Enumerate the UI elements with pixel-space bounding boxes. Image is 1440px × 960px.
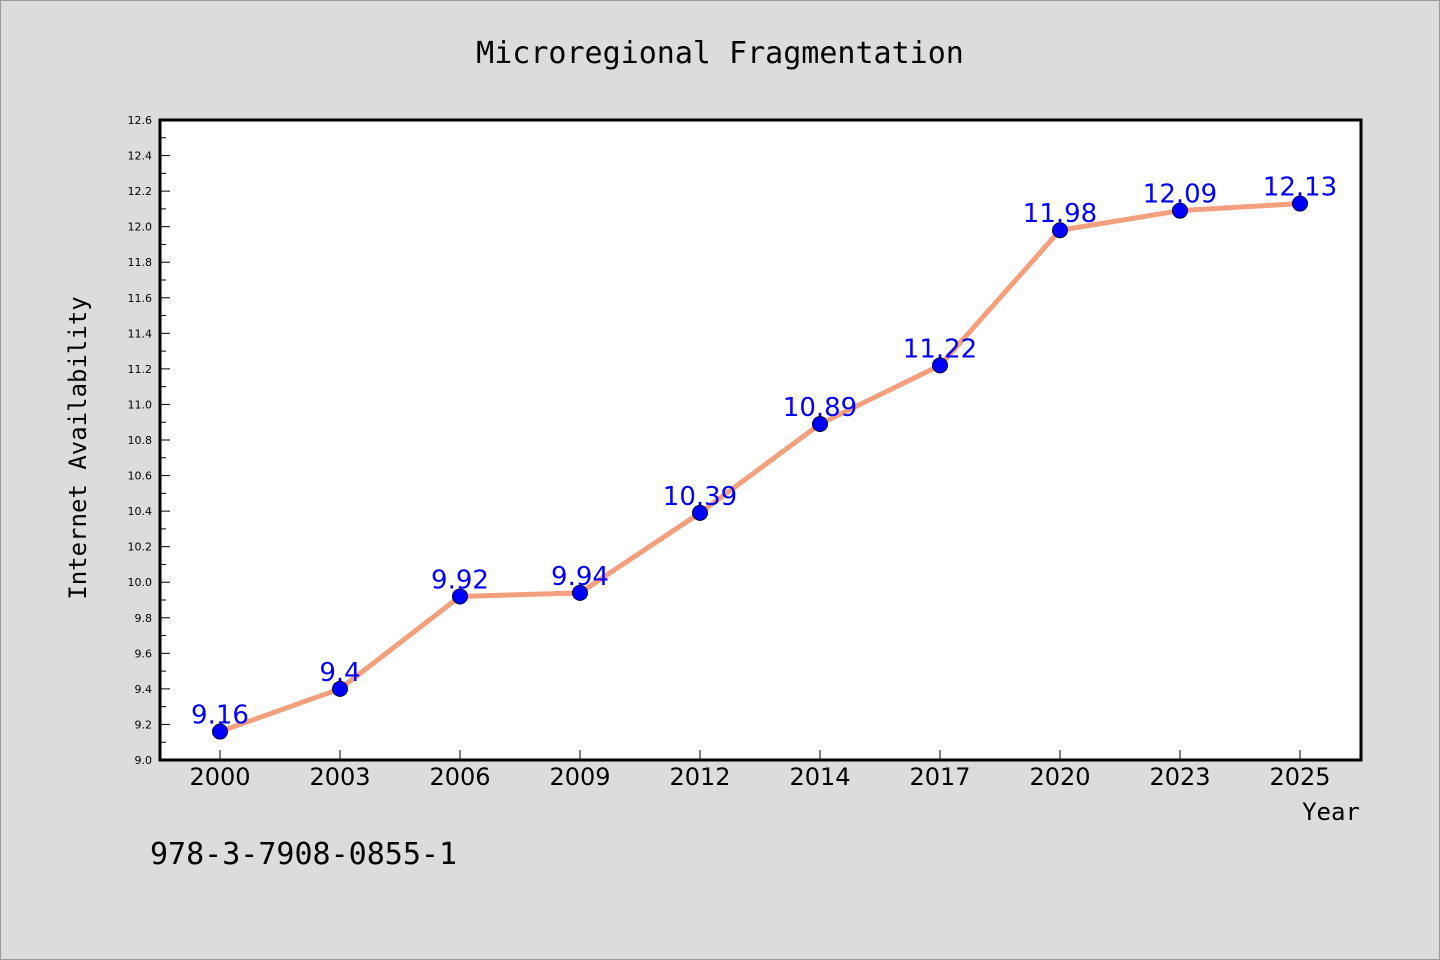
x-tick-label: 2014 — [789, 763, 850, 791]
y-tick-label: 12.0 — [128, 221, 153, 234]
y-tick-label: 12.2 — [128, 185, 153, 198]
data-point — [212, 723, 228, 740]
y-tick-label: 12.6 — [128, 114, 153, 127]
x-tick-label: 2000 — [189, 763, 250, 791]
isbn-text: 978-3-7908-0855-1 — [150, 837, 457, 872]
plot-area — [160, 120, 1361, 760]
data-point — [932, 357, 948, 374]
y-tick-label: 9.2 — [135, 718, 153, 731]
data-point — [692, 504, 708, 521]
y-tick-label: 12.4 — [128, 150, 153, 163]
y-tick-label: 9.8 — [135, 612, 153, 625]
x-tick-label: 2020 — [1029, 763, 1090, 791]
data-point — [1052, 222, 1068, 239]
data-point — [332, 680, 348, 697]
x-tick-label: 2025 — [1269, 763, 1330, 791]
data-point — [1292, 195, 1308, 212]
x-axis-label: Year — [1302, 798, 1360, 826]
y-tick-label: 11.8 — [128, 256, 153, 269]
y-tick-label: 10.8 — [128, 434, 153, 447]
y-tick-label: 10.6 — [128, 470, 153, 483]
x-axis: 2000 2003 2006 2009 2012 2014 2017 2020 2023 2025 — [189, 750, 1331, 791]
y-tick-label: 9.0 — [135, 754, 153, 767]
x-tick-label: 2023 — [1149, 763, 1210, 791]
y-axis-label: Internet Availability — [64, 296, 92, 599]
plot-frame — [158, 118, 1363, 762]
data-labels: 9.169.49.92 9.9410.3910.8911.2211.9812.09… — [191, 173, 1337, 731]
y-tick-label: 11.2 — [128, 363, 153, 376]
data-point — [572, 584, 588, 601]
y-axis: 9.0 9.2 9.4 9.6 9.8 10.0 10.2 10.4 10.6 10.8 11.0 1… — [128, 114, 170, 767]
y-tick-label: 11.0 — [128, 398, 153, 411]
series-line — [217, 201, 1303, 735]
data-markers — [212, 195, 1308, 740]
chart-title: Microregional Fragmentation — [476, 36, 964, 71]
y-tick-label: 9.6 — [135, 647, 153, 660]
y-tick-label: 10.0 — [128, 576, 153, 589]
y-tick-label: 10.4 — [128, 505, 153, 518]
x-tick-label: 2006 — [429, 763, 490, 791]
data-point — [1172, 202, 1188, 219]
x-tick-label: 2017 — [909, 763, 970, 791]
y-tick-label: 11.6 — [128, 292, 153, 305]
x-tick-label: 2003 — [309, 763, 370, 791]
data-point — [812, 416, 828, 432]
y-tick-label: 9.4 — [135, 683, 153, 696]
y-tick-label: 11.4 — [128, 327, 153, 340]
data-point — [452, 588, 468, 605]
x-tick-label: 2009 — [549, 763, 610, 791]
y-tick-label: 10.2 — [128, 541, 153, 554]
x-tick-label: 2012 — [669, 763, 730, 791]
